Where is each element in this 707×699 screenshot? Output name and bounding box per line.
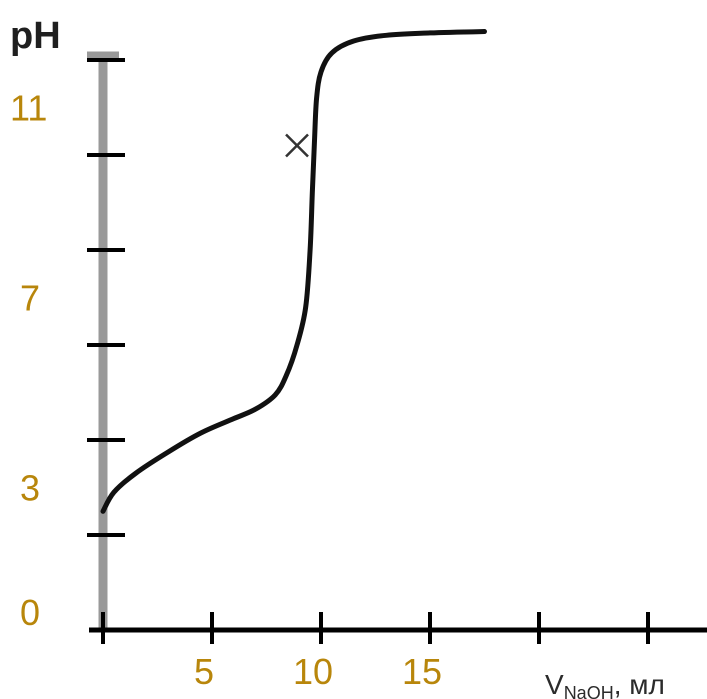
marker-stroke: [285, 133, 309, 158]
x-axis-label-subscript: NaOH: [564, 683, 614, 699]
curve-layer: [100, 29, 487, 514]
y-axis-label: pH: [10, 15, 61, 57]
y-tick-label: 11: [10, 88, 47, 129]
x-tick-label: 5: [194, 651, 214, 692]
x-tick-label: 10: [293, 651, 333, 692]
labels-layer: pH 0 3 7 11 5 10 15 VNaOH, мл: [10, 15, 665, 699]
x-axis-label: VNaOH, мл: [545, 669, 665, 699]
x-tick-label: 15: [402, 651, 442, 692]
y-tick-label: 0: [20, 592, 40, 633]
y-tick-label: 3: [20, 468, 40, 509]
x-axis-label-v: V: [545, 669, 564, 699]
y-tick-label: 7: [20, 278, 40, 319]
equivalence-point-marker: [285, 133, 309, 158]
x-axis-label-unit: , мл: [614, 669, 665, 699]
axes-layer: [87, 51, 707, 644]
titration-curve: [100, 29, 487, 514]
